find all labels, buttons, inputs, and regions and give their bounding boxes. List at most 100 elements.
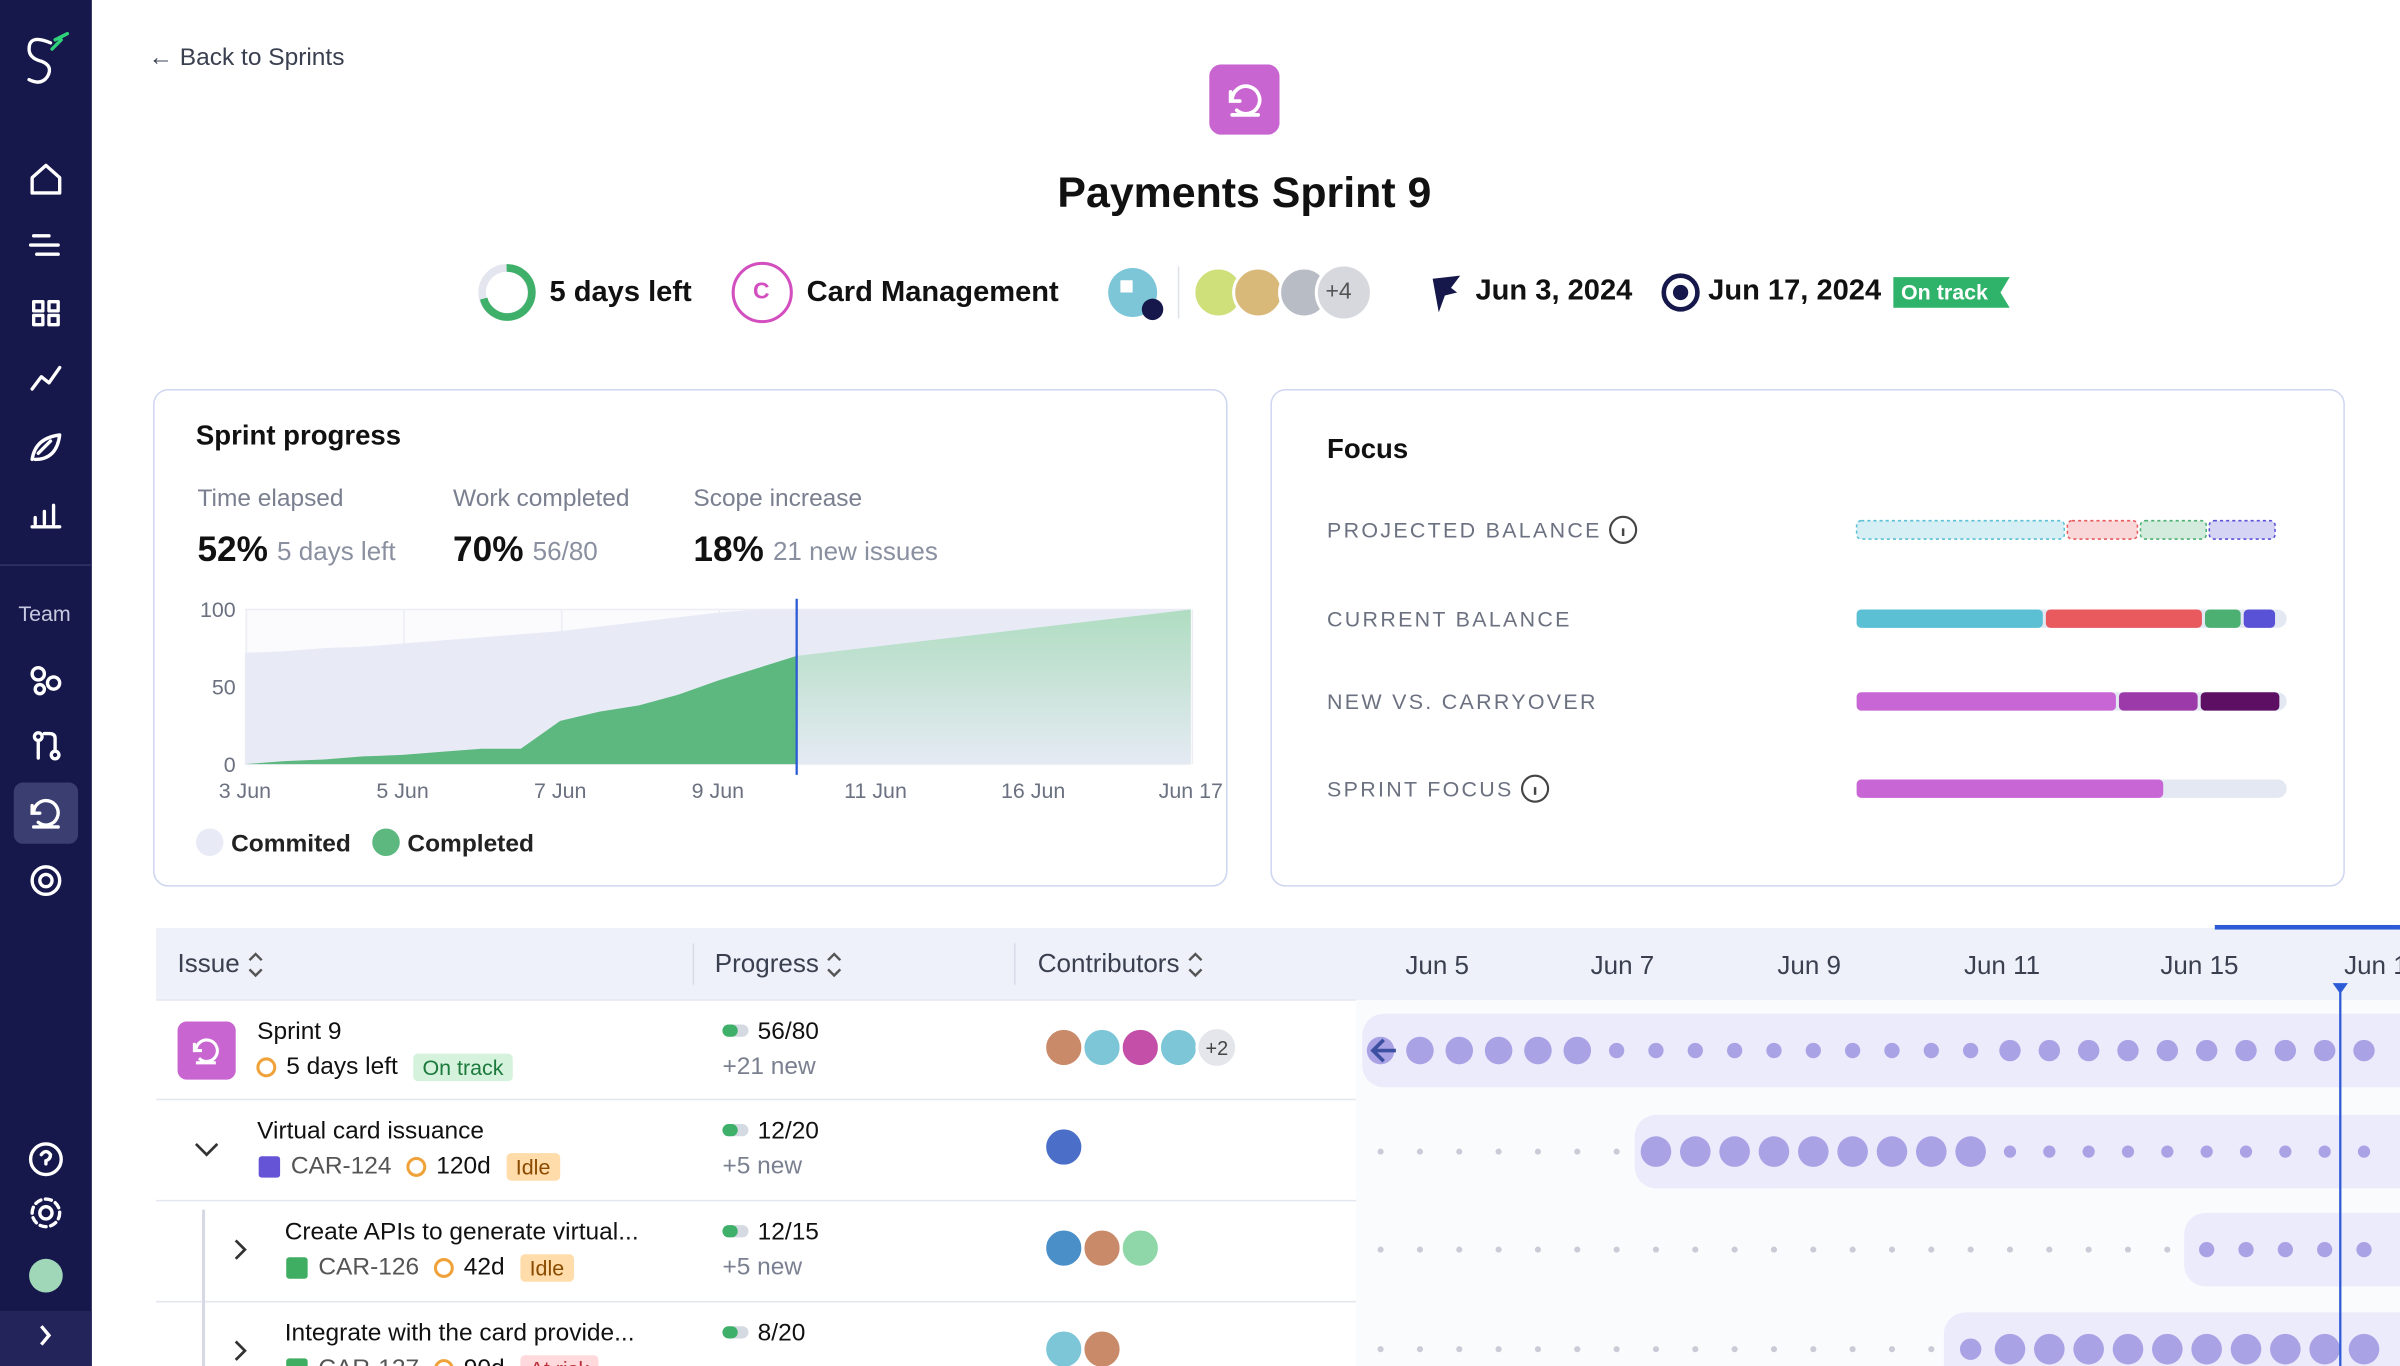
issue-age: 5 days left: [286, 1054, 398, 1081]
stat-value: 52%: [197, 528, 268, 569]
activity-dot: [1377, 1148, 1384, 1155]
activity-dot: [2356, 1241, 2372, 1258]
nav-active[interactable]: [13, 782, 79, 844]
days-left: 5 days left: [549, 276, 692, 309]
nav-insights[interactable]: [30, 365, 62, 391]
activity-dot: [2313, 1039, 2336, 1062]
activity-dot: [1456, 1346, 1463, 1353]
activity-dot: [1726, 1042, 1743, 1059]
focus-label: NEW VS. CARRYOVER: [1327, 690, 1598, 714]
activity-dot: [2274, 1039, 2297, 1062]
nav-roadmap[interactable]: [28, 234, 60, 256]
column-header[interactable]: Issue: [177, 949, 240, 979]
contributor-avatar: [1043, 1328, 1085, 1366]
activity-band: [1634, 1114, 2400, 1189]
activity-dot: [1810, 1346, 1817, 1353]
bar-segment: [2200, 692, 2280, 711]
activity-dot: [2152, 1333, 2183, 1365]
activity-dot: [2046, 1246, 2053, 1253]
activity-dot: [2117, 1039, 2139, 1062]
issue-title[interactable]: Sprint 9: [257, 1019, 342, 1046]
activity-dot: [1928, 1246, 1935, 1253]
project-name[interactable]: Card Management: [806, 276, 1059, 309]
legend-swatch: [195, 828, 224, 857]
activity-dot: [2353, 1039, 2375, 1062]
team-label: Team: [18, 601, 71, 626]
activity-dot: [2038, 1039, 2061, 1062]
bar-segment: [1856, 779, 2164, 798]
age-ring: [434, 1359, 454, 1366]
timeline-range: [2214, 924, 2400, 930]
header-graphics: [478, 261, 2010, 324]
contributor-avatar: [1043, 1227, 1085, 1269]
activity-dot: [1844, 1042, 1861, 1059]
activity-dot: [1994, 1333, 2026, 1365]
legend-label: Commited: [231, 830, 351, 857]
area: [796, 609, 1191, 765]
added: +5 new: [722, 1153, 803, 1180]
issue-title[interactable]: Virtual card issuance: [257, 1118, 485, 1145]
expand-sidebar[interactable]: [40, 1325, 52, 1346]
activity-dot: [1534, 1346, 1542, 1353]
status-badge: Idle: [520, 1254, 574, 1282]
back-link[interactable]: ← Back to Sprints: [148, 45, 345, 72]
activity-dot: [1613, 1246, 1620, 1253]
sort-icon: [827, 952, 842, 978]
timeline-date: Jun 9: [1777, 950, 1841, 980]
activity-dot: [1849, 1346, 1856, 1353]
extra-members[interactable]: +4: [1325, 278, 1352, 305]
nav-goals[interactable]: [30, 433, 62, 462]
contributor-avatar: [1119, 1026, 1161, 1069]
activity-dot: [2195, 1039, 2218, 1062]
issue-key: CAR-126: [318, 1254, 420, 1281]
activity-dot: [1416, 1246, 1423, 1253]
activity-dot: [2043, 1145, 2056, 1158]
nav-home[interactable]: [30, 163, 62, 195]
activity-dot: [2124, 1246, 2132, 1253]
sprint-title: Payments Sprint 9: [1057, 168, 1432, 217]
activity-dot: [1574, 1148, 1581, 1155]
today-marker: [2332, 983, 2348, 994]
progress-card: [153, 388, 1228, 887]
progress-pill: [722, 1024, 738, 1037]
activity-dot: [1962, 1042, 1979, 1059]
activity-dot: [1797, 1136, 1829, 1167]
added: +5 new: [722, 1254, 803, 1281]
contributor-avatar: [1081, 1328, 1123, 1366]
activity-dot: [1679, 1136, 1711, 1167]
timeline-date: Jun 11: [1964, 950, 2040, 980]
activity-dot: [1955, 1136, 1986, 1167]
status-badge: At risk: [520, 1355, 599, 1366]
progress: 56/80: [757, 1019, 819, 1046]
column-header[interactable]: Contributors: [1037, 949, 1180, 979]
activity-dot: [1416, 1148, 1423, 1155]
activity-dot: [2199, 1241, 2215, 1258]
activity-dot: [2348, 1333, 2380, 1365]
activity-dot: [1731, 1246, 1738, 1253]
column-header[interactable]: Progress: [714, 949, 819, 979]
activity-dot: [1888, 1346, 1896, 1353]
issue-title[interactable]: Create APIs to generate virtual...: [284, 1219, 639, 1246]
age-ring: [256, 1057, 277, 1078]
contributor-avatar: [1081, 1026, 1123, 1069]
y-tick-label: 100: [200, 598, 236, 622]
activity-dot: [1959, 1338, 1982, 1360]
stat-value: 18%: [693, 528, 764, 569]
bar-segment: [2045, 609, 2202, 628]
user-avatar[interactable]: [29, 1258, 63, 1293]
x-tick-label: 7 Jun: [534, 779, 586, 803]
activity-dot: [1928, 1346, 1935, 1353]
nav-boards[interactable]: [31, 300, 60, 327]
age-ring: [406, 1156, 427, 1177]
back-arrow: [1370, 1038, 1396, 1063]
activity-dot: [2235, 1039, 2257, 1062]
activity-dot: [1524, 1036, 1552, 1065]
activity-dot: [1731, 1346, 1738, 1353]
start-date: Jun 3, 2024: [1475, 275, 1633, 308]
card-title: Sprint progress: [195, 419, 402, 451]
nav-reports[interactable]: [30, 503, 62, 529]
activity-dot: [2239, 1145, 2253, 1158]
x-tick-label: 16 Jun: [1001, 779, 1065, 803]
issue-title[interactable]: Integrate with the card provide...: [284, 1320, 635, 1347]
table-header: [156, 928, 1357, 1001]
